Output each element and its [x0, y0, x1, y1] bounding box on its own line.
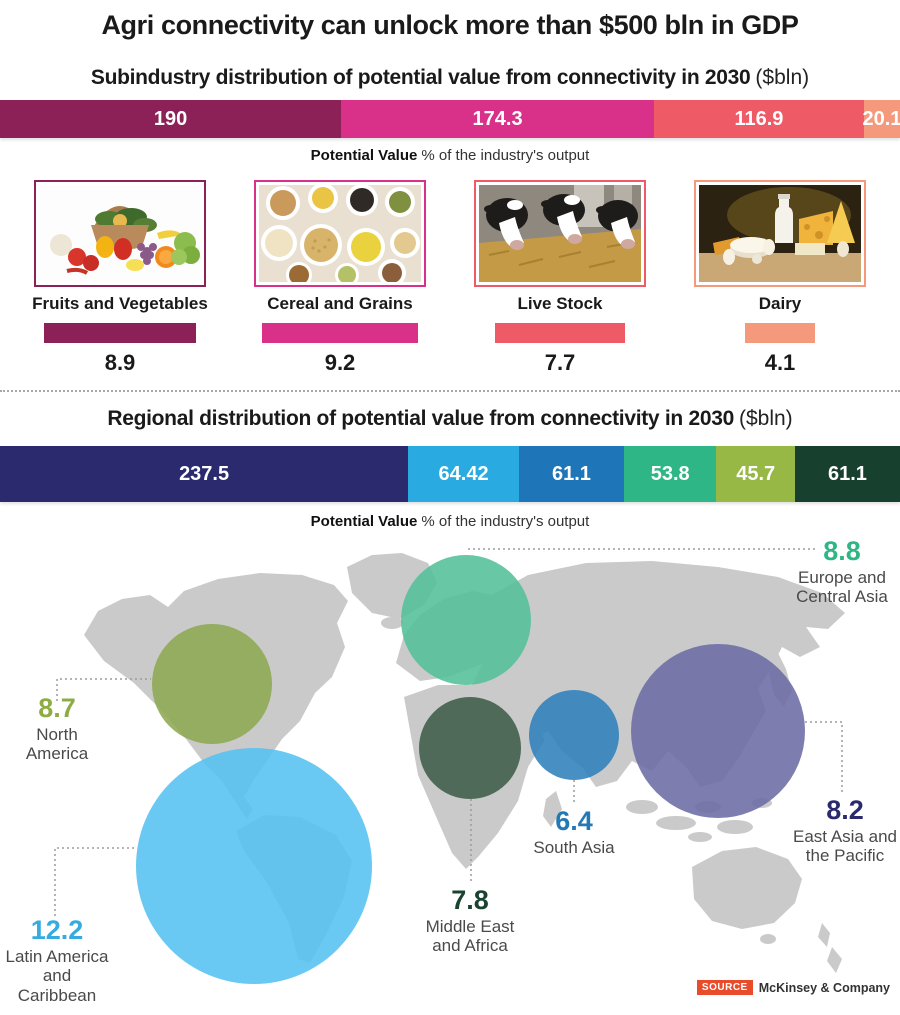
regional-heading-unit: ($bln) [738, 407, 793, 430]
map-name-north-america: North America [25, 724, 89, 764]
bar-segment-value: 116.9 [734, 107, 784, 130]
map-leader-lines [54, 548, 843, 916]
category-label: Cereal and Grains [267, 294, 413, 313]
bar-segment-europe-and-central-asia: 53.8 [623, 446, 717, 502]
dairy-image [694, 180, 866, 287]
bar-segment-latin-america-and-caribbean: 64.42 [408, 446, 519, 502]
map-value-europe-central-asia: 8.8 [823, 536, 861, 566]
dairy-illustration [699, 185, 861, 282]
caption-bold: Potential Value [310, 147, 418, 164]
bar-segment-value: 53.8 [650, 462, 690, 485]
live-stock-illustration [479, 185, 641, 282]
regional-heading-text: Regional distribution of potential value… [107, 407, 734, 430]
caption-rest: % of the industry's output [421, 513, 590, 530]
bubble-north-america [152, 624, 272, 744]
bar-segment-fruits-and-vegetables: 190 [0, 100, 342, 138]
bar-segment-value: 237.5 [179, 462, 230, 485]
caption-bold: Potential Value [310, 513, 418, 530]
bar-segment-value: 190 [153, 107, 188, 130]
leader-line-north-america [56, 678, 151, 701]
map-value-east-asia-pacific: 8.2 [826, 795, 864, 825]
map-label-south-asia: 6.4 South Asia [518, 806, 630, 857]
map-name-middle-east-africa: Middle East and Africa [425, 916, 515, 956]
map-label-middle-east-africa: 7.8 Middle East and Africa [412, 885, 528, 956]
card-dairy: Dairy 4.1 [690, 180, 870, 376]
bar-segment-south-asia: 61.1 [518, 446, 624, 502]
caption-rest: % of the industry's output [421, 147, 590, 164]
bar-segment-middle-east-and-africa: 61.1 [794, 446, 900, 502]
map-value-north-america: 8.7 [38, 693, 76, 723]
bar-segment-value: 61.1 [551, 462, 591, 485]
category-mini-bar [494, 323, 626, 343]
category-label: Live Stock [517, 294, 603, 313]
bar-segment-north-america: 45.7 [716, 446, 795, 502]
category-value: 7.7 [544, 350, 576, 375]
bar-segment-value: 174.3 [472, 107, 523, 130]
bar-segment-value: 45.7 [736, 462, 776, 485]
category-mini-bar [44, 323, 196, 343]
source-name: McKinsey & Company [758, 980, 890, 995]
subindustry-heading-text: Subindustry distribution of potential va… [90, 66, 751, 89]
bar-segment-live-stock: 116.9 [654, 100, 864, 138]
cereal-grains-image [254, 180, 426, 287]
regional-bar-caption: Potential Value% of the industry's outpu… [0, 513, 900, 530]
fruits-vegetables-illustration [39, 185, 201, 282]
subindustry-stacked-bar: 190 174.3 116.9 20.1 [0, 100, 900, 138]
map-name-south-asia: South Asia [533, 837, 615, 857]
map-label-europe-central-asia: 8.8 Europe and Central Asia [786, 536, 898, 607]
map-label-latin-america: 12.2 Latin America and Caribbean [2, 915, 112, 1006]
bar-segment-east-asia-and-the-pacific: 237.5 [0, 446, 409, 502]
subindustry-heading: Subindustry distribution of potential va… [0, 66, 900, 90]
bar-segment-dairy: 20.1 [862, 100, 900, 138]
category-label: Dairy [758, 294, 802, 313]
dotted-divider [0, 390, 900, 392]
map-value-south-asia: 6.4 [555, 806, 593, 836]
regional-stacked-bar: 237.5 64.42 61.1 53.8 45.7 61.1 [0, 446, 900, 502]
world-map [54, 548, 845, 984]
map-name-latin-america: Latin America and Caribbean [5, 946, 109, 1005]
leader-line-latin-america [54, 847, 136, 916]
bubble-south-asia [529, 690, 619, 780]
bar-segment-value: 61.1 [827, 462, 867, 485]
category-value: 8.9 [104, 350, 136, 375]
page-title: Agri connectivity can unlock more than $… [101, 10, 799, 40]
category-mini-bar [745, 323, 815, 343]
cereal-grains-illustration [259, 185, 421, 282]
card-cereal-and-grains: Cereal and Grains 9.2 [250, 180, 430, 376]
leader-line-east-asia-pacific [805, 721, 843, 793]
bubble-latin-america [136, 748, 372, 984]
source-badge: SOURCE [696, 980, 753, 995]
world-map-section: 8.7 North America 12.2 Latin America and Ca… [0, 535, 900, 1015]
bar-segment-cereal-and-grains: 174.3 [341, 100, 655, 138]
category-value: 4.1 [764, 350, 796, 375]
subindustry-bar-caption: Potential Value% of the industry's outpu… [0, 147, 900, 164]
source-row: SOURCE McKinsey & Company [696, 980, 890, 995]
map-value-middle-east-africa: 7.8 [451, 885, 489, 915]
map-name-europe-central-asia: Europe and Central Asia [796, 567, 888, 607]
subindustry-cards: Fruits and Vegetables 8.9 [30, 180, 870, 376]
bar-segment-value: 20.1 [862, 107, 900, 130]
card-live-stock: Live Stock 7.7 [470, 180, 650, 376]
category-label: Fruits and Vegetables [32, 294, 208, 313]
bar-segment-value: 64.42 [438, 462, 489, 485]
map-label-east-asia-pacific: 8.2 East Asia and the Pacific [782, 795, 900, 866]
card-fruits-and-vegetables: Fruits and Vegetables 8.9 [30, 180, 210, 376]
bubble-east-asia-pacific [631, 644, 805, 818]
bubble-middle-east-africa [419, 697, 521, 799]
map-value-latin-america: 12.2 [30, 915, 84, 945]
bubble-europe-central-asia [401, 555, 531, 685]
map-bubbles [136, 555, 805, 984]
map-label-north-america: 8.7 North America [12, 693, 102, 764]
category-value: 9.2 [324, 350, 356, 375]
category-mini-bar [261, 323, 419, 343]
live-stock-image [474, 180, 646, 287]
regional-heading: Regional distribution of potential value… [0, 407, 900, 431]
map-name-east-asia-pacific: East Asia and the Pacific [793, 826, 897, 866]
subindustry-heading-unit: ($bln) [755, 66, 810, 89]
fruits-vegetables-image [34, 180, 206, 287]
